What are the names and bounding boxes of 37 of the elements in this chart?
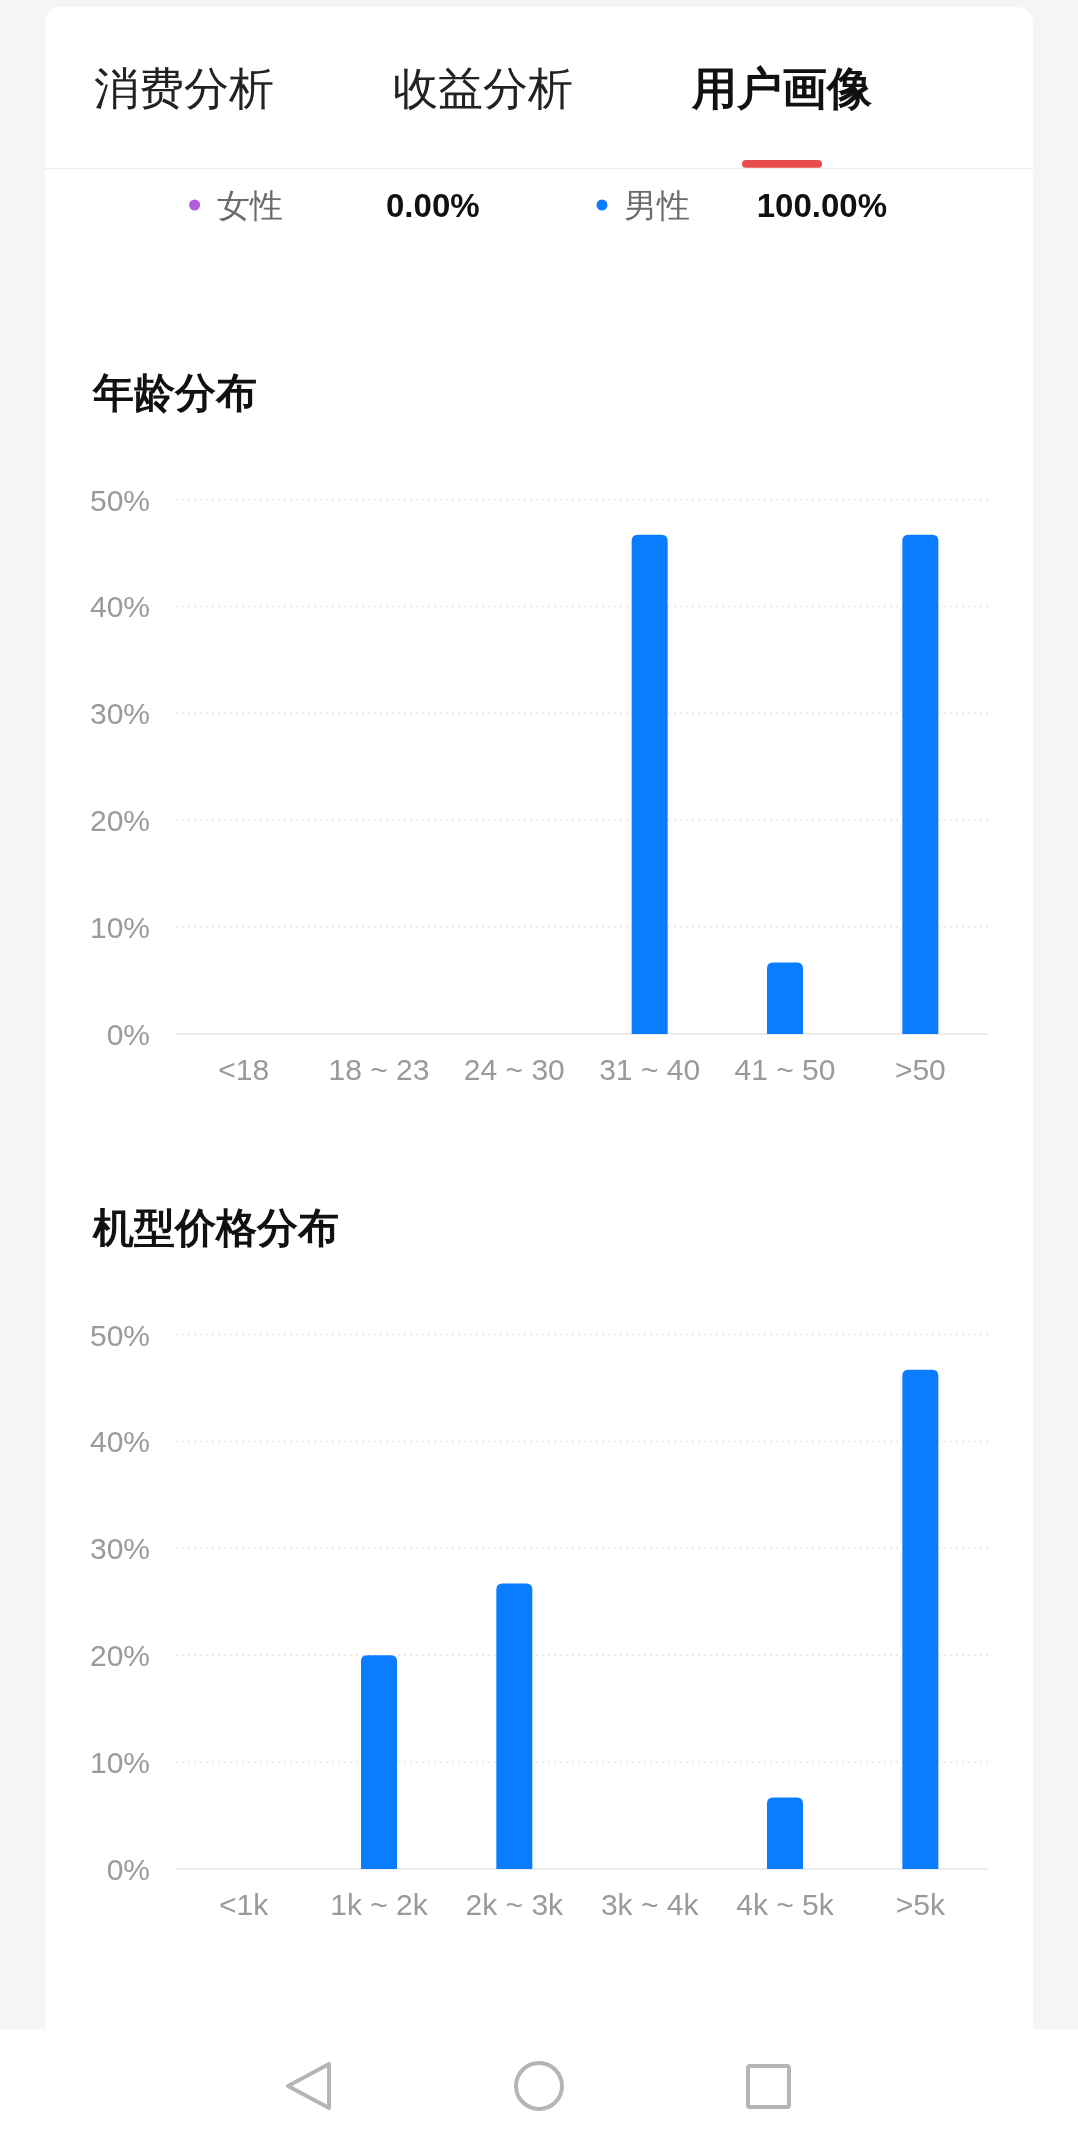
y-tick-label: 0% [106,1017,150,1051]
y-tick-label: 20% [89,803,150,837]
x-tick-label: 18 ~ 23 [328,1052,430,1086]
x-tick-label: >5k [895,1887,946,1921]
y-tick-label: 30% [89,1531,150,1565]
x-tick-label: 1k ~ 2k [330,1887,429,1921]
text: 消费分析 [93,62,274,114]
x-tick-label: 4k ~ 5k [736,1887,835,1921]
y-tick-label: 50% [89,1318,150,1351]
bar [767,1797,803,1869]
chart-title: 机型价格分布 [92,1205,339,1251]
text: 用户画像 [691,62,873,114]
x-tick-label: 3k ~ 4k [600,1887,700,1921]
y-tick-label: 40% [89,1424,150,1458]
y-tick-label: 10% [89,1745,150,1779]
x-tick-label: <18 [218,1052,270,1086]
y-tick-label: 10% [89,910,150,944]
category-label: 女性 [216,186,283,224]
text: 收益分析 [392,62,573,114]
y-tick-label: 40% [89,589,150,623]
x-tick-label: 2k ~ 3k [465,1887,565,1921]
y-tick-label: 30% [89,696,150,730]
x-tick-label: <1k [219,1887,270,1921]
text: 100.00% [756,186,887,224]
y-tick-label: 0% [106,1852,150,1886]
bar [902,1369,939,1869]
x-tick-label: 24 ~ 30 [463,1052,565,1086]
text: 0.00% [386,186,480,224]
x-tick-label: 41 ~ 50 [734,1052,836,1086]
y-tick-label: 20% [89,1638,150,1672]
x-tick-label: >50 [894,1052,946,1086]
chart-title: 年龄分布 [92,370,257,416]
category-label: 男性 [624,186,690,224]
x-tick-label: 31 ~ 40 [599,1052,701,1086]
y-tick-label: 50% [89,483,150,516]
bar [361,1655,397,1869]
bar [496,1583,533,1869]
